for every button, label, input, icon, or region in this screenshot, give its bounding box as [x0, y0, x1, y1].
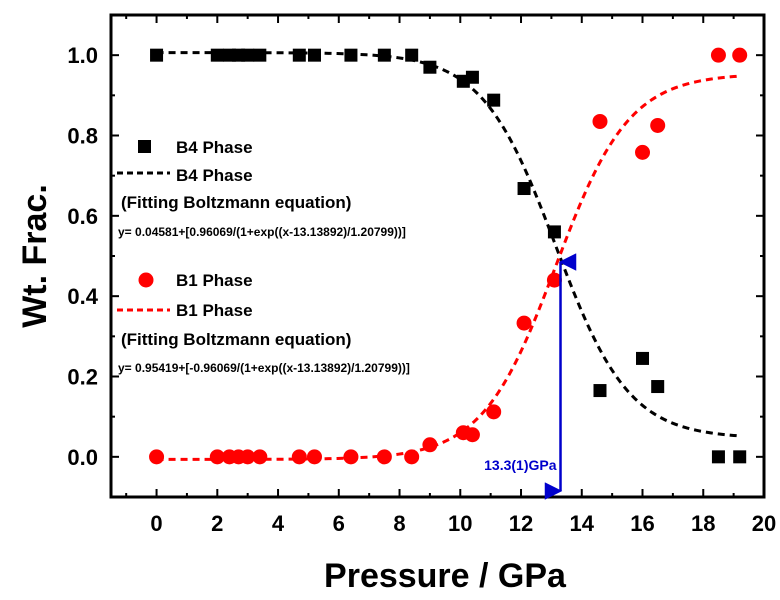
y-axis-title: Wt. Frac. [16, 184, 54, 328]
legend-b4-marker [138, 140, 151, 153]
data-points [149, 47, 748, 465]
y-tick-label: 0.8 [67, 124, 98, 149]
b4-point [307, 48, 321, 62]
b1-point [710, 47, 726, 63]
legend-b4-line-label: B4 Phase [176, 166, 253, 185]
b1-point [252, 449, 268, 465]
intersection-label: 13.3(1)GPa [484, 457, 557, 473]
b1-point [486, 404, 502, 420]
b1-point [240, 449, 256, 465]
b4-point [636, 351, 650, 365]
y-tick-label: 1.0 [67, 43, 98, 68]
b1-point [732, 47, 748, 63]
b1-point [592, 113, 608, 129]
x-tick-label: 0 [150, 511, 162, 536]
b4-point [517, 182, 531, 196]
b4-point [292, 48, 306, 62]
b4-point [547, 225, 561, 239]
x-tick-label: 10 [448, 511, 472, 536]
b1-point [291, 449, 307, 465]
legend-b4-method: (Fitting Boltzmann equation) [121, 193, 351, 212]
b4-point [253, 48, 267, 62]
plot-frame [109, 13, 766, 499]
b1-point [404, 449, 420, 465]
fit-curve-b4-phase [156, 51, 740, 438]
y-tick-label: 0.2 [67, 365, 98, 390]
b4-point [593, 384, 607, 398]
x-tick-label: 12 [509, 511, 533, 536]
x-tick-label: 8 [393, 511, 405, 536]
legend-b1-method: (Fitting Boltzmann equation) [121, 330, 351, 349]
legend-b1-line-label: B1 Phase [176, 301, 253, 320]
b1-point [516, 315, 532, 331]
x-tick-label: 6 [333, 511, 345, 536]
x-axis-title: Pressure / GPa [324, 557, 567, 595]
b4-point [711, 450, 725, 464]
axis-ticks [111, 14, 765, 498]
y-tick-label: 0.0 [67, 445, 98, 470]
b4-point [733, 450, 747, 464]
y-tick-label: 0.6 [67, 204, 98, 229]
x-tick-label: 20 [752, 511, 776, 536]
x-tick-labels: 0 2 4 6 8 10 12 14 16 18 20 [150, 511, 776, 536]
b1-point [209, 449, 225, 465]
legend-b1-marker-label: B1 Phase [176, 271, 253, 290]
x-tick-label: 4 [272, 511, 285, 536]
legend-b1-marker [138, 272, 154, 288]
b4-point [423, 60, 437, 74]
x-tick-label: 14 [570, 511, 595, 536]
b1-point [650, 117, 666, 133]
b1-point [149, 449, 165, 465]
b1-point [306, 449, 322, 465]
b1-point [376, 449, 392, 465]
legend: B4 Phase B4 Phase (Fitting Boltzmann equ… [117, 138, 410, 375]
x-tick-label: 2 [211, 511, 223, 536]
fit-curve-b1-phase [156, 74, 740, 461]
b4-point [487, 93, 501, 107]
b4-point [241, 48, 255, 62]
b4-point [344, 48, 358, 62]
b1-point [635, 144, 651, 160]
x-tick-label: 18 [691, 511, 715, 536]
b4-point [377, 48, 391, 62]
b4-point [210, 48, 224, 62]
legend-b4-marker-label: B4 Phase [176, 138, 253, 157]
y-tick-label: 0.4 [67, 284, 98, 309]
b4-point [150, 48, 164, 62]
b1-point [422, 437, 438, 453]
b4-point [465, 70, 479, 84]
b1-point [464, 427, 480, 443]
b4-point [651, 380, 665, 394]
legend-b4-equation: y= 0.04581+[0.96069/(1+exp((x-13.13892)/… [118, 225, 406, 239]
fit-curves [156, 51, 740, 461]
legend-b1-equation: y= 0.95419+[-0.96069/(1+exp((x-13.13892)… [118, 361, 410, 375]
x-tick-label: 16 [630, 511, 654, 536]
y-tick-labels: 0.0 0.2 0.4 0.6 0.8 1.0 [67, 43, 98, 470]
b1-point [343, 449, 359, 465]
b4-point [405, 48, 419, 62]
